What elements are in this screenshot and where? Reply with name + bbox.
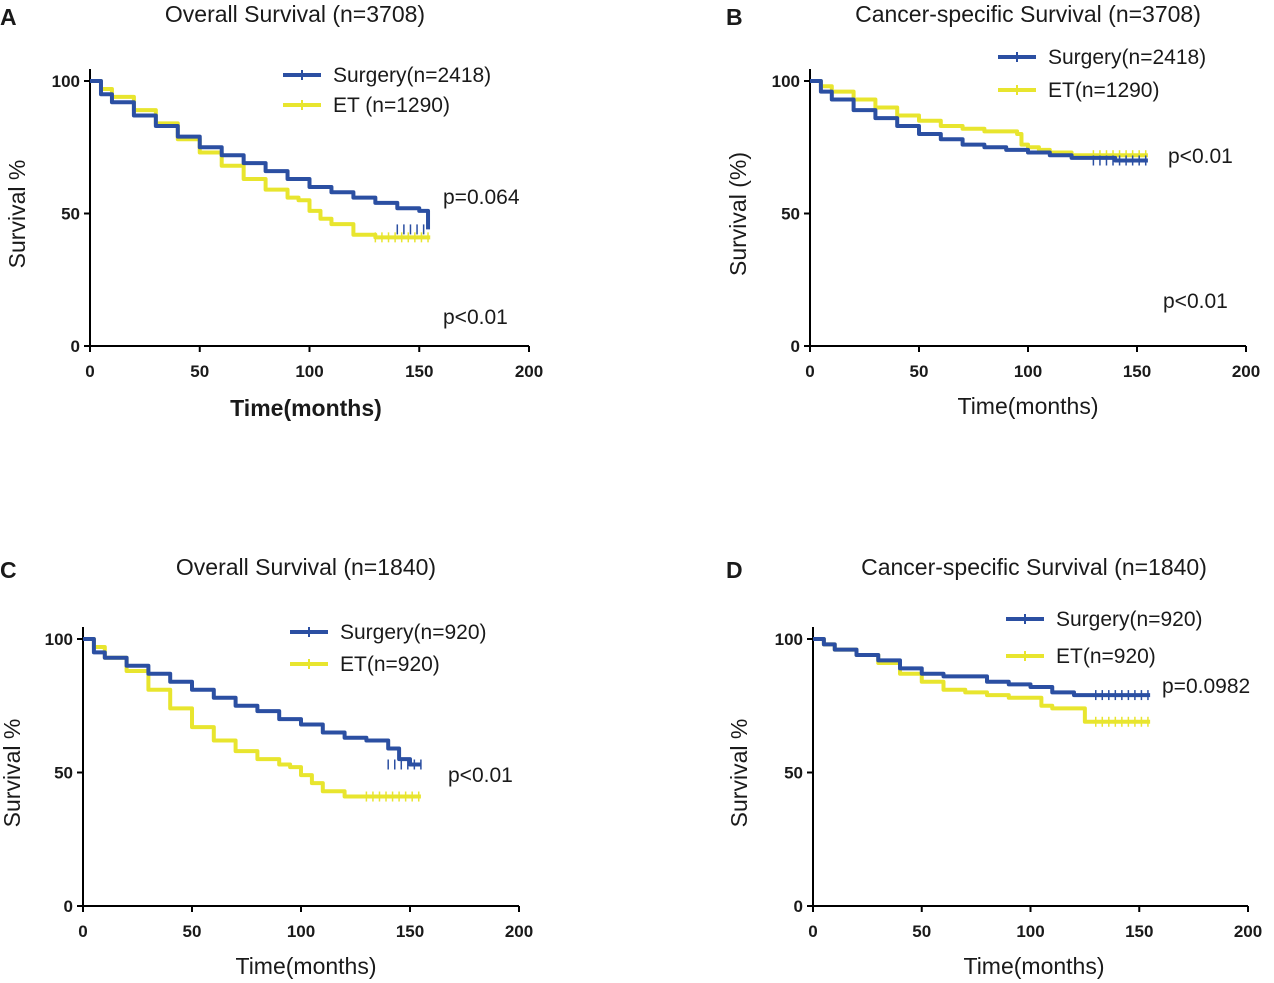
legend-label-et: ET(n=1290)	[1048, 79, 1159, 102]
x-tick-label: 50	[910, 362, 929, 381]
legend-label-surgery: Surgery(n=920)	[340, 621, 487, 644]
x-tick-label: 100	[295, 362, 323, 381]
x-tick-label: 100	[1016, 922, 1044, 941]
series-line-surgery	[90, 79, 431, 230]
y-tick-label: 0	[791, 337, 800, 356]
y-tick-label: 50	[54, 764, 73, 783]
legend: Surgery(n=2418) ET(n=1290)	[998, 46, 1206, 102]
y-axis-title: Survival (%)	[725, 152, 751, 276]
x-tick-label: 0	[85, 362, 94, 381]
legend-label-et: ET(n=920)	[1056, 645, 1156, 668]
x-axis-title: Time(months)	[230, 395, 382, 421]
y-tick-label: 100	[52, 72, 80, 91]
p-value-annotation: p<0.01	[448, 764, 513, 787]
chart-title: Overall Survival (n=3708)	[165, 1, 425, 27]
x-tick-label: 0	[808, 922, 817, 941]
x-tick-label: 0	[805, 362, 814, 381]
series-line-surgery	[83, 637, 421, 767]
panel-c: C Overall Survival (n=1840) Time(months)…	[0, 554, 533, 979]
y-tick-label: 0	[71, 337, 80, 356]
panel-a: A Overall Survival (n=3708) Time(months)…	[0, 1, 543, 421]
x-tick-label: 200	[505, 922, 533, 941]
legend: Surgery(n=920) ET(n=920)	[1006, 608, 1203, 668]
y-tick-label: 100	[775, 630, 803, 649]
y-axis-title: Survival %	[726, 719, 752, 828]
x-tick-label: 150	[1125, 922, 1153, 941]
x-tick-label: 150	[405, 362, 433, 381]
p-value-annotation: p=0.0982	[1162, 675, 1250, 698]
legend-label-et: ET(n=920)	[340, 653, 440, 676]
chart-title: Cancer-specific Survival (n=3708)	[855, 1, 1201, 27]
chart-title: Overall Survival (n=1840)	[176, 554, 436, 580]
panel-b: B Cancer-specific Survival (n=3708) Time…	[725, 1, 1260, 419]
p-value-annotation: p<0.01	[1163, 290, 1228, 313]
x-tick-label: 200	[1232, 362, 1260, 381]
series-line-surgery	[813, 637, 1151, 698]
series-line-surgery	[810, 79, 1148, 163]
y-tick-label: 0	[64, 897, 73, 916]
y-tick-label: 0	[794, 897, 803, 916]
legend: Surgery(n=2418) ET (n=1290)	[283, 64, 491, 117]
panel-letter: D	[726, 557, 743, 583]
x-tick-label: 50	[190, 362, 209, 381]
p-value-annotation: p=0.064	[443, 186, 520, 209]
y-tick-label: 50	[61, 205, 80, 224]
panel-letter: C	[0, 557, 17, 583]
y-axis-title: Survival %	[4, 160, 30, 269]
p-value-annotation: p<0.01	[443, 306, 508, 329]
legend-label-surgery: Surgery(n=920)	[1056, 608, 1203, 631]
y-tick-label: 50	[784, 764, 803, 783]
panel-letter: B	[726, 4, 743, 30]
x-tick-label: 100	[287, 922, 315, 941]
y-tick-label: 100	[45, 630, 73, 649]
panel-d: D Cancer-specific Survival (n=1840) Time…	[726, 554, 1262, 979]
x-axis-title: Time(months)	[236, 953, 377, 979]
legend-label-et: ET (n=1290)	[333, 94, 450, 117]
x-tick-label: 0	[78, 922, 87, 941]
x-axis-title: Time(months)	[964, 953, 1105, 979]
x-tick-label: 150	[396, 922, 424, 941]
x-tick-label: 150	[1123, 362, 1151, 381]
x-axis-title: Time(months)	[958, 393, 1099, 419]
legend: Surgery(n=920) ET(n=920)	[290, 621, 487, 676]
x-tick-label: 50	[912, 922, 931, 941]
legend-label-surgery: Surgery(n=2418)	[1048, 46, 1206, 69]
legend-label-surgery: Surgery(n=2418)	[333, 64, 491, 87]
x-tick-label: 100	[1014, 362, 1042, 381]
chart-title: Cancer-specific Survival (n=1840)	[861, 554, 1207, 580]
y-tick-label: 100	[772, 72, 800, 91]
x-tick-label: 200	[515, 362, 543, 381]
y-axis-title: Survival %	[0, 719, 25, 828]
x-tick-label: 50	[183, 922, 202, 941]
y-tick-label: 50	[781, 205, 800, 224]
panel-letter: A	[0, 4, 17, 30]
x-tick-label: 200	[1234, 922, 1262, 941]
p-value-annotation: p<0.01	[1168, 145, 1233, 168]
